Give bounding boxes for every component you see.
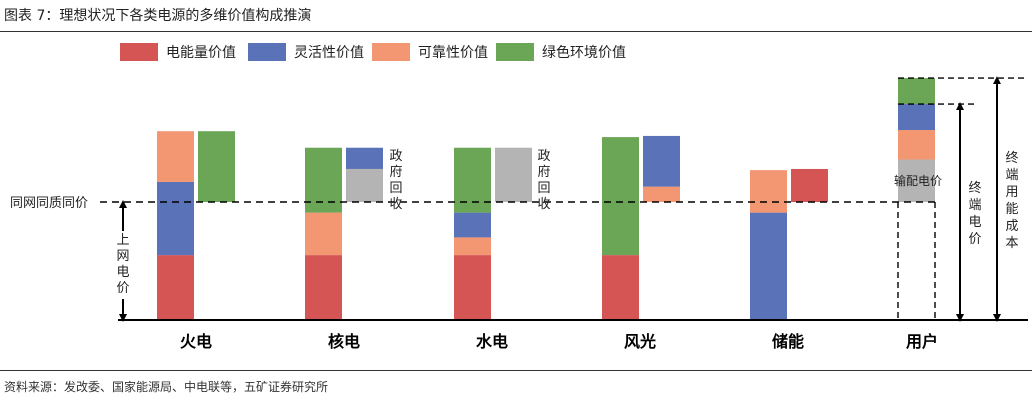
grid-price-label-bg bbox=[114, 231, 132, 299]
chart-svg: 电能量价值 灵活性价值 可靠性价值 绿色环境价值 同网同质同价上网电价政府回收政府回收… bbox=[10, 43, 1028, 351]
grid-price-label-char-2: 电 bbox=[116, 265, 129, 280]
legend-label-0: 电能量价值 bbox=[166, 45, 236, 61]
bar-segment-4-1 bbox=[454, 237, 491, 256]
bar-segment-3-0 bbox=[346, 168, 383, 202]
legend: 电能量价值 灵活性价值 可靠性价值 绿色环境价值 bbox=[120, 43, 626, 61]
gov-recovery-label-hydro-char-0: 政 bbox=[537, 149, 550, 164]
bar-segment-6-0 bbox=[602, 255, 639, 320]
bar-segment-4-0 bbox=[454, 255, 491, 320]
category-label-2: 水电 bbox=[476, 332, 508, 351]
grid-price-label-char-3: 价 bbox=[116, 281, 129, 296]
bar-segment-4-3 bbox=[454, 147, 491, 213]
category-label-0: 火电 bbox=[180, 332, 212, 351]
terminal-cost-label-char-5: 本 bbox=[1005, 236, 1018, 251]
gov-recovery-label-nuclear-char-3: 收 bbox=[389, 197, 402, 212]
terminal-cost-label-char-3: 能 bbox=[1005, 202, 1018, 217]
legend-label-3: 绿色环境价值 bbox=[542, 44, 626, 61]
benchmark-label: 同网同质同价 bbox=[10, 196, 88, 211]
grid-price-label-char-1: 网 bbox=[116, 249, 129, 264]
category-label-5: 用户 bbox=[906, 332, 938, 351]
terminal-price-label-bg bbox=[966, 179, 984, 251]
bar-segment-8-1 bbox=[750, 170, 787, 213]
bar-segment-4-2 bbox=[454, 212, 491, 238]
terminal-cost-label-char-2: 用 bbox=[1005, 185, 1018, 200]
figure-title: 图表 7：理想状况下各类电源的多维价值构成推演 bbox=[4, 8, 312, 24]
terminal-cost-label-char-4: 成 bbox=[1005, 219, 1018, 234]
legend-swatch-3 bbox=[496, 43, 534, 61]
legend-swatch-0 bbox=[120, 43, 158, 61]
bar-segment-5-0 bbox=[495, 147, 532, 202]
bar-segment-10-1 bbox=[898, 130, 935, 160]
category-label-3: 风光 bbox=[624, 332, 656, 351]
terminal-cost-label-bg bbox=[1003, 149, 1021, 255]
gov-recovery-label-nuclear-char-1: 府 bbox=[389, 165, 402, 180]
source-note: 资料来源：发改委、国家能源局、中电联等，五矿证券研究所 bbox=[4, 380, 329, 394]
category-label-4: 储能 bbox=[771, 332, 804, 351]
bottom-rule bbox=[0, 370, 1032, 371]
bar-segment-7-1 bbox=[643, 135, 680, 187]
terminal-cost-label-char-1: 端 bbox=[1005, 168, 1018, 183]
bar-segment-0-0 bbox=[157, 255, 194, 320]
bar-segment-2-1 bbox=[305, 212, 342, 256]
legend-label-1: 灵活性价值 bbox=[294, 45, 364, 61]
bar-segment-8-0 bbox=[750, 212, 787, 320]
legend-label-2: 可靠性价值 bbox=[418, 45, 488, 61]
legend-swatch-1 bbox=[248, 43, 286, 61]
bar-segment-10-0 bbox=[898, 159, 935, 202]
bar-segment-3-1 bbox=[346, 147, 383, 169]
top-rule bbox=[0, 31, 1032, 32]
legend-swatch-2 bbox=[372, 43, 410, 61]
gov-recovery-label-hydro-char-2: 回 bbox=[537, 181, 550, 196]
terminal-price-label-char-1: 端 bbox=[968, 198, 981, 213]
bar-segment-1-0 bbox=[198, 131, 235, 202]
terminal-price-label-char-0: 终 bbox=[968, 180, 981, 196]
category-label-1: 核电 bbox=[328, 332, 360, 351]
gov-recovery-label-nuclear-char-2: 回 bbox=[389, 181, 402, 196]
bar-segment-10-2 bbox=[898, 104, 935, 131]
bars bbox=[157, 78, 935, 320]
transmission-label: 输配电价 bbox=[894, 173, 942, 188]
terminal-cost-label-char-0: 终 bbox=[1005, 150, 1018, 166]
bar-segment-6-1 bbox=[602, 137, 639, 256]
bar-segment-2-2 bbox=[305, 147, 342, 213]
bar-segment-0-1 bbox=[157, 181, 194, 256]
gov-recovery-label-nuclear-char-0: 政 bbox=[389, 149, 402, 164]
gov-recovery-label-hydro-char-1: 府 bbox=[537, 165, 550, 180]
bar-segment-9-0 bbox=[791, 168, 828, 202]
terminal-price-label-char-2: 电 bbox=[968, 215, 981, 230]
bar-segment-2-0 bbox=[305, 255, 342, 320]
gov-recovery-label-hydro-char-3: 收 bbox=[537, 197, 550, 212]
terminal-price-label-char-3: 价 bbox=[968, 232, 981, 247]
bar-segment-0-2 bbox=[157, 131, 194, 182]
bar-segment-7-0 bbox=[643, 186, 680, 202]
reference-lines bbox=[100, 76, 1028, 322]
grid-price-label-char-0: 上 bbox=[116, 233, 129, 248]
bar-segment-10-3 bbox=[898, 78, 935, 105]
